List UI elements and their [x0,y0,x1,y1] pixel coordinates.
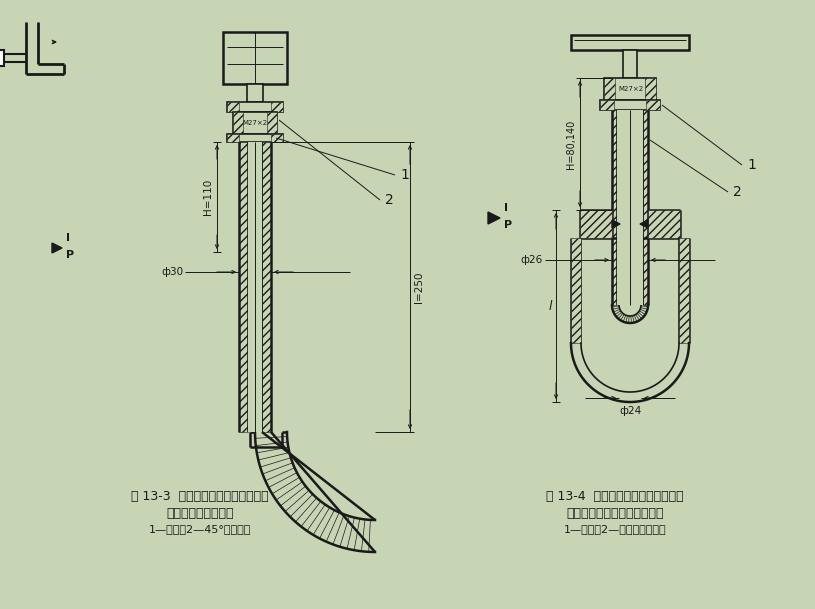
Text: 2: 2 [385,193,394,207]
Bar [617,110,643,305]
Text: M27×2: M27×2 [619,86,644,92]
Text: I: I [66,233,70,243]
Bar [612,110,617,305]
Text: l: l [548,300,552,312]
Text: 1—垫片；2—温度计保护套管: 1—垫片；2—温度计保护套管 [564,524,667,534]
Bar [233,112,277,134]
Bar [600,100,660,110]
Text: 图 13-3  双金属温度计在钢肘管上安: 图 13-3 双金属温度计在钢肘管上安 [131,490,269,503]
Bar [580,210,612,238]
Bar [227,134,283,142]
Bar [267,112,277,134]
Bar [248,142,262,432]
Bar [604,78,656,100]
Bar [227,102,239,112]
Polygon shape [612,220,620,228]
Bar [600,100,614,110]
Bar [604,78,615,100]
Text: H=80,140: H=80,140 [566,119,576,169]
Bar [645,78,656,100]
Polygon shape [488,212,500,224]
Text: 装图（外螺纹接头）（套管）: 装图（外螺纹接头）（套管） [566,507,663,520]
Bar [247,84,263,102]
Bar [646,100,660,110]
Bar [0,50,4,66]
Text: 1—垫片；2—45°角连接头: 1—垫片；2—45°角连接头 [149,524,251,534]
Text: ф30: ф30 [161,267,183,277]
Text: 1: 1 [400,168,409,182]
Bar [262,142,271,432]
Text: P: P [504,220,512,230]
Text: ф26: ф26 [521,255,543,265]
Bar [233,112,243,134]
Polygon shape [640,220,648,228]
Bar [227,134,239,142]
Bar [679,238,689,343]
Bar [623,50,637,78]
Text: 装图（外螺纹接头）: 装图（外螺纹接头） [166,507,234,520]
Bar [648,210,680,238]
Text: ф24: ф24 [619,406,641,416]
Bar [271,102,283,112]
Bar [643,110,648,305]
Text: I: I [504,203,508,213]
Text: 2: 2 [733,185,742,199]
Bar [271,134,283,142]
Text: H=110: H=110 [203,179,213,215]
Bar [223,32,287,84]
Text: M27×2: M27×2 [242,120,267,126]
Text: P: P [66,250,74,260]
Bar [227,102,283,112]
Bar [239,142,248,432]
Text: l=250: l=250 [414,271,424,303]
Text: 图 13-4  双金属温度计在钢管道上安: 图 13-4 双金属温度计在钢管道上安 [546,490,684,503]
Text: 1: 1 [747,158,756,172]
Bar [571,35,689,50]
Polygon shape [52,243,62,253]
Bar [571,238,581,343]
